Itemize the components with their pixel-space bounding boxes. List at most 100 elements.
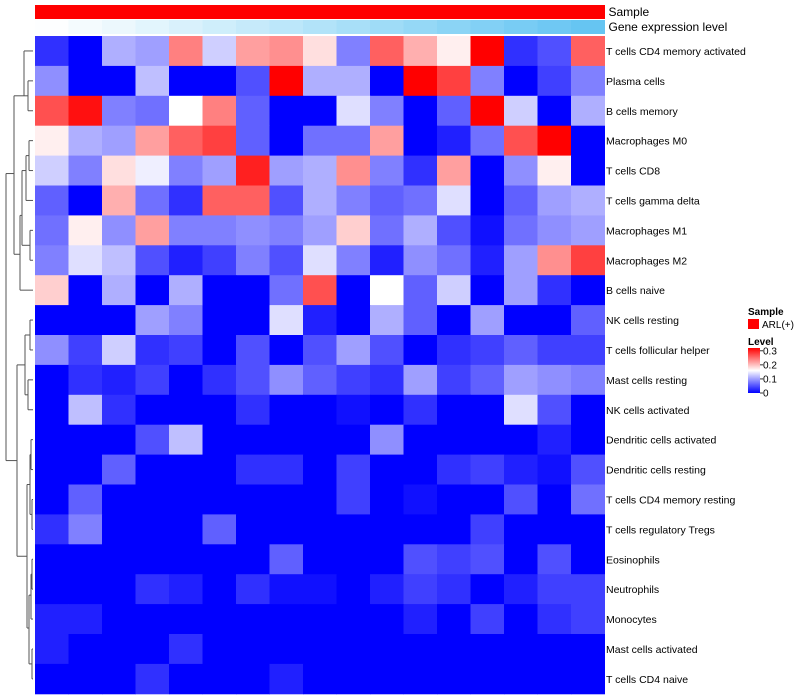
heatmap-cell [470,65,505,97]
heatmap-cell [470,335,505,366]
heatmap-cell [236,454,270,485]
heatmap-cell [336,95,371,127]
heatmap-cell [35,95,69,127]
annotation-cell [68,20,103,34]
annotation-cell [269,5,304,19]
heatmap-cell [303,364,337,396]
heatmap-cell [102,424,136,456]
heatmap-cell [303,215,337,246]
heatmap-cell [269,514,304,545]
heatmap-cell [504,394,538,426]
annotation-cell [68,5,103,19]
heatmap-cell [269,305,304,336]
heatmap-cell [403,604,438,635]
heatmap-cell [35,36,69,67]
heatmap-cell [504,663,538,695]
row-label: T cells regulatory Tregs [606,524,715,536]
heatmap-cell [537,335,572,366]
heatmap-cell [68,514,103,545]
heatmap-cell [537,574,572,605]
heatmap-cell [269,335,304,366]
heatmap-cell [537,604,572,635]
annotation-cell [303,20,337,34]
heatmap-cell [470,275,505,306]
heatmap-cell [403,544,438,575]
heatmap-cell [537,36,572,67]
heatmap-cell [403,155,438,186]
heatmap-cell [236,544,270,575]
heatmap-cell [169,95,203,127]
heatmap-cell [303,185,337,216]
annotation-cell [135,20,170,34]
heatmap-cell [437,364,471,396]
heatmap-cell [336,484,371,515]
heatmap-cell [35,335,69,366]
annotation-cell [537,20,572,34]
heatmap-cell [102,155,136,186]
heatmap-cell [169,634,203,665]
heatmap-cell [336,574,371,605]
heatmap-cell [68,275,103,306]
heatmap-cell [403,484,438,515]
heatmap-cell [269,394,304,426]
heatmap-cell [269,36,304,67]
heatmap-cell [571,245,605,276]
heatmap-cell [269,364,304,396]
heatmap-cell [236,335,270,366]
heatmap-cell [437,574,471,605]
heatmap-cell [135,215,170,246]
heatmap-cell [537,125,572,157]
heatmap-cell [504,335,538,366]
heatmap-cell [571,634,605,665]
heatmap-cell [169,185,203,216]
heatmap-cell [403,245,438,276]
heatmap-cell [336,604,371,635]
heatmap-cell [135,36,170,67]
heatmap-cell [437,36,471,67]
heatmap-cell [403,574,438,605]
heatmap-cell [135,335,170,366]
heatmap-cell [35,215,69,246]
heatmap-cell [336,215,371,246]
heatmap-cell [504,65,538,97]
heatmap-cell [470,185,505,216]
heatmap-cell [336,185,371,216]
row-label: B cells naive [606,285,665,297]
heatmap-cell [370,155,404,186]
heatmap-cell [35,604,69,635]
annotation-cell [571,5,605,19]
heatmap-cell [135,275,170,306]
heatmap-cell [437,663,471,695]
heatmap-cell [403,36,438,67]
heatmap-cell [102,95,136,127]
annotation-cell [35,5,69,19]
heatmap-cell [470,574,505,605]
heatmap-cell [437,335,471,366]
heatmap-cell [202,454,237,485]
legend-tick-label: 0.1 [763,374,777,385]
heatmap-cell [68,65,103,97]
heatmap-cell [102,604,136,635]
heatmap-cell [370,95,404,127]
heatmap-cell [504,305,538,336]
heatmap-cell [68,95,103,127]
heatmap-cell [135,484,170,515]
legend-tick-label: 0 [763,389,769,400]
heatmap-cell [370,65,404,97]
heatmap-cell [336,634,371,665]
heatmap-cell [35,394,69,426]
annotation-cell [403,5,438,19]
heatmap-cell [202,65,237,97]
heatmap-cell [169,544,203,575]
heatmap-cell [537,95,572,127]
heatmap-cell [470,544,505,575]
heatmap-cell [336,245,371,276]
heatmap-cell [336,454,371,485]
annotation-cell [102,20,136,34]
heatmap-cell [35,424,69,456]
heatmap-cell [303,36,337,67]
heatmap-cell [236,634,270,665]
heatmap-cell [68,155,103,186]
